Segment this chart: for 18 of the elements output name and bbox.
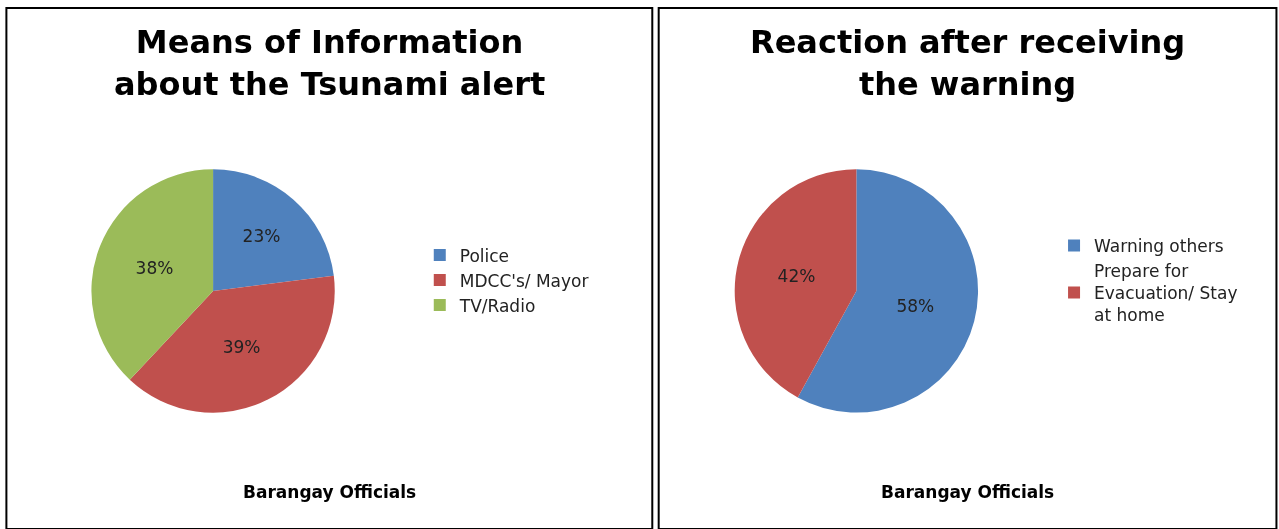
legend-label: MDCC's/ Mayor [459, 270, 589, 291]
text: Barangay Officials [243, 482, 417, 502]
text: Barangay Officials [881, 482, 1055, 502]
pie-slice [91, 169, 214, 380]
legend-label: Police [459, 245, 510, 266]
legend-label: Warning others [1094, 236, 1224, 257]
pie-slice [734, 169, 857, 398]
chart-title: Reaction after receiving the warning [750, 23, 1186, 103]
data-label: 23% [242, 226, 281, 247]
pie-slice [213, 169, 334, 291]
legend-label: Prepare for Evacuation/ Stay at home [1094, 261, 1238, 326]
data-label: 42% [777, 265, 816, 286]
legend-label: TV/Radio [458, 295, 536, 316]
data-label: 58% [896, 296, 935, 317]
data-label: 39% [222, 336, 261, 357]
data-label: 38% [135, 257, 174, 278]
pie-slice [129, 275, 335, 413]
chart-title: Means of Information about the Tsunami alert [114, 23, 546, 103]
